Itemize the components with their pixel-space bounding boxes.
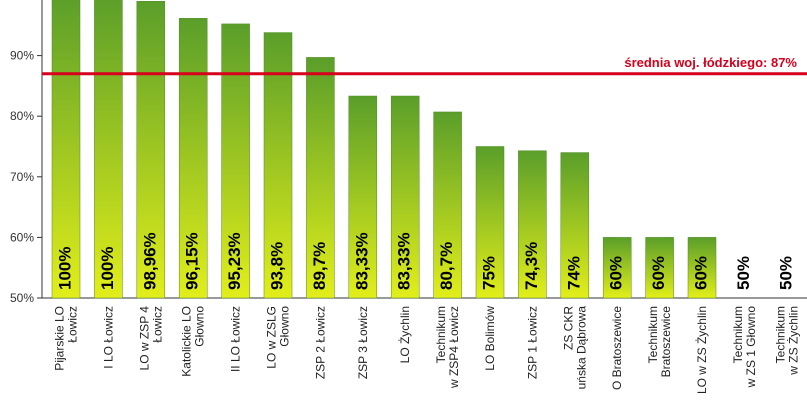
- y-tick-label: 50%: [10, 291, 34, 305]
- bar: [51, 0, 81, 299]
- value-label: 100%: [98, 247, 117, 290]
- value-label: 60%: [649, 256, 668, 290]
- x-tick-label: LO w ZSP 4Łowicz: [137, 306, 164, 371]
- bar: [306, 57, 335, 299]
- value-label: 50%: [776, 256, 795, 290]
- bar: [221, 23, 250, 299]
- x-tick-label: Katolickie LOGłowno: [180, 306, 207, 377]
- x-tick-label: O Bratoszewice: [610, 306, 624, 390]
- x-tick-label: I LO Łowicz: [101, 306, 115, 369]
- x-tick-label: Technikumw ZS Żychlin: [773, 306, 800, 376]
- value-label: 98,96%: [140, 232, 159, 290]
- y-tick-label: 70%: [10, 170, 34, 184]
- x-tick-label: LO w ZSLGGłowno: [265, 306, 292, 369]
- bar: [390, 95, 420, 299]
- value-label: 89,7%: [310, 242, 329, 290]
- y-tick-label: 60%: [10, 230, 34, 244]
- bar: [348, 95, 378, 299]
- x-tick-label: ZSP 1 Łowicz: [525, 306, 539, 379]
- x-tick-label: LO w ZS Żychlin: [695, 306, 709, 394]
- value-label: 96,15%: [183, 232, 202, 290]
- value-label: 95,23%: [225, 232, 244, 290]
- bar: [560, 152, 590, 299]
- y-tick-label: 100%: [3, 0, 34, 2]
- bar: [475, 146, 505, 299]
- value-label: 50%: [734, 256, 753, 290]
- x-tick-label: LO Żychlin: [398, 306, 412, 363]
- value-label: 60%: [607, 256, 626, 290]
- y-tick-label: 80%: [10, 109, 34, 123]
- value-label: 74%: [564, 256, 583, 290]
- value-label: 83,33%: [395, 232, 414, 290]
- bar: [602, 237, 632, 299]
- value-label: 100%: [55, 247, 74, 290]
- value-label: 60%: [691, 256, 710, 290]
- value-label: 80,7%: [437, 242, 456, 290]
- value-label: 83,33%: [352, 232, 371, 290]
- value-label: 75%: [479, 256, 498, 290]
- x-tick-label: LO Bolimów: [483, 306, 497, 371]
- value-label: 93,8%: [267, 242, 286, 290]
- bar: [687, 237, 717, 299]
- x-tick-label: Technikumw ZS 1 Głowno: [731, 306, 758, 389]
- annotation: średnia woj. łódzkiego: 87%: [624, 55, 797, 70]
- x-tick-label: ZS CKRuńska Dąbrowa: [561, 306, 588, 390]
- bar: [645, 237, 674, 299]
- value-label: 74,3%: [522, 242, 541, 290]
- x-tick-label: II LO Łowicz: [229, 306, 243, 372]
- bar: [433, 111, 462, 299]
- bar: [94, 0, 123, 299]
- bar: [263, 32, 293, 299]
- bar: [518, 150, 547, 299]
- bar: [136, 1, 166, 299]
- x-tick-label: ZSP 2 Łowicz: [313, 306, 327, 379]
- bar: [178, 18, 208, 299]
- x-tick-label: ZSP 3 Łowicz: [356, 306, 370, 379]
- y-tick-label: 90%: [10, 49, 34, 63]
- x-tick-label: Technikumw ZSP4 Łowicz: [434, 306, 461, 389]
- x-tick-label: TechnikumBratoszewice: [646, 306, 673, 378]
- x-tick-label: Pijarskie LOŁowicz: [53, 306, 80, 371]
